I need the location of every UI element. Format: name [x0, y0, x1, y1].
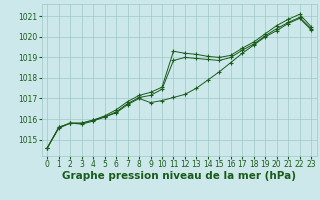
X-axis label: Graphe pression niveau de la mer (hPa): Graphe pression niveau de la mer (hPa)	[62, 171, 296, 181]
